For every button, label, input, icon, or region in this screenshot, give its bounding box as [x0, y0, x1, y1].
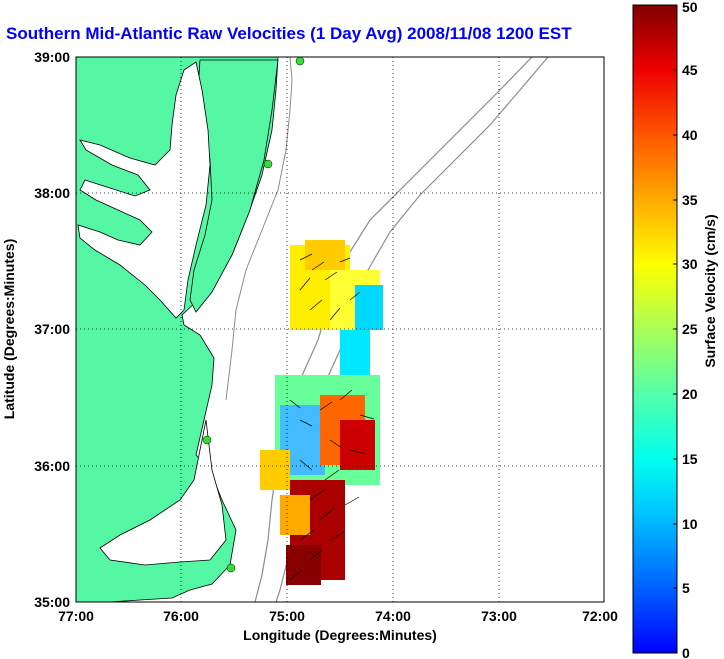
colorbar-tick-label: 45 — [682, 62, 698, 78]
station-marker — [295, 57, 305, 66]
colorbar-tick-label: 5 — [682, 580, 690, 596]
x-axis: 77:00 76:00 75:00 74:00 73:00 72:00 Long… — [58, 608, 618, 643]
colorbar-tick-label: 35 — [682, 192, 698, 208]
y-tick-label: 37:00 — [34, 321, 70, 337]
station-marker — [226, 563, 236, 573]
colorbar: 0 5 10 15 20 25 30 35 40 45 50 Surface V… — [632, 0, 718, 659]
x-tick-label: 76:00 — [163, 608, 199, 624]
colorbar-label: Surface Velocity (cm/s) — [702, 214, 718, 367]
y-tick-label: 38:00 — [34, 185, 70, 201]
bathymetry-contour — [225, 57, 293, 401]
y-tick-label: 39:00 — [34, 49, 70, 65]
map-title: Southern Mid-Atlantic Raw Velocities (1 … — [6, 24, 572, 43]
colorbar-tick-label: 40 — [682, 127, 698, 143]
colorbar-tick-label: 10 — [682, 516, 698, 532]
y-axis-label: Latitude (Degrees:Minutes) — [1, 239, 17, 419]
station-marker — [202, 435, 212, 445]
colorbar-tick-label: 0 — [682, 645, 690, 659]
colorbar-tick-label: 15 — [682, 451, 698, 467]
x-tick-label: 75:00 — [269, 608, 305, 624]
x-tick-label: 77:00 — [58, 608, 94, 624]
colorbar-ticks — [673, 4, 677, 654]
x-axis-label: Longitude (Degrees:Minutes) — [243, 627, 437, 643]
colorbar-tick-label: 25 — [682, 321, 698, 337]
x-tick-label: 72:00 — [582, 608, 618, 624]
grid-lines — [76, 57, 604, 602]
colorbar-tick-label: 50 — [682, 0, 698, 15]
y-tick-label: 36:00 — [34, 458, 70, 474]
velocity-vectors — [289, 253, 375, 581]
x-tick-label: 74:00 — [375, 608, 411, 624]
colorbar-tick-label: 30 — [682, 256, 698, 272]
station-marker — [263, 159, 273, 169]
colorbar-gradient — [632, 4, 678, 654]
sound-water — [99, 419, 227, 566]
y-axis: 35:00 36:00 37:00 38:00 39:00 Latitude (… — [1, 49, 70, 610]
velocity-field — [260, 240, 383, 585]
x-tick-label: 73:00 — [481, 608, 517, 624]
bay-water — [77, 61, 211, 319]
colorbar-tick-label: 20 — [682, 386, 698, 402]
plot-frame — [75, 56, 605, 603]
y-tick-label: 35:00 — [34, 594, 70, 610]
